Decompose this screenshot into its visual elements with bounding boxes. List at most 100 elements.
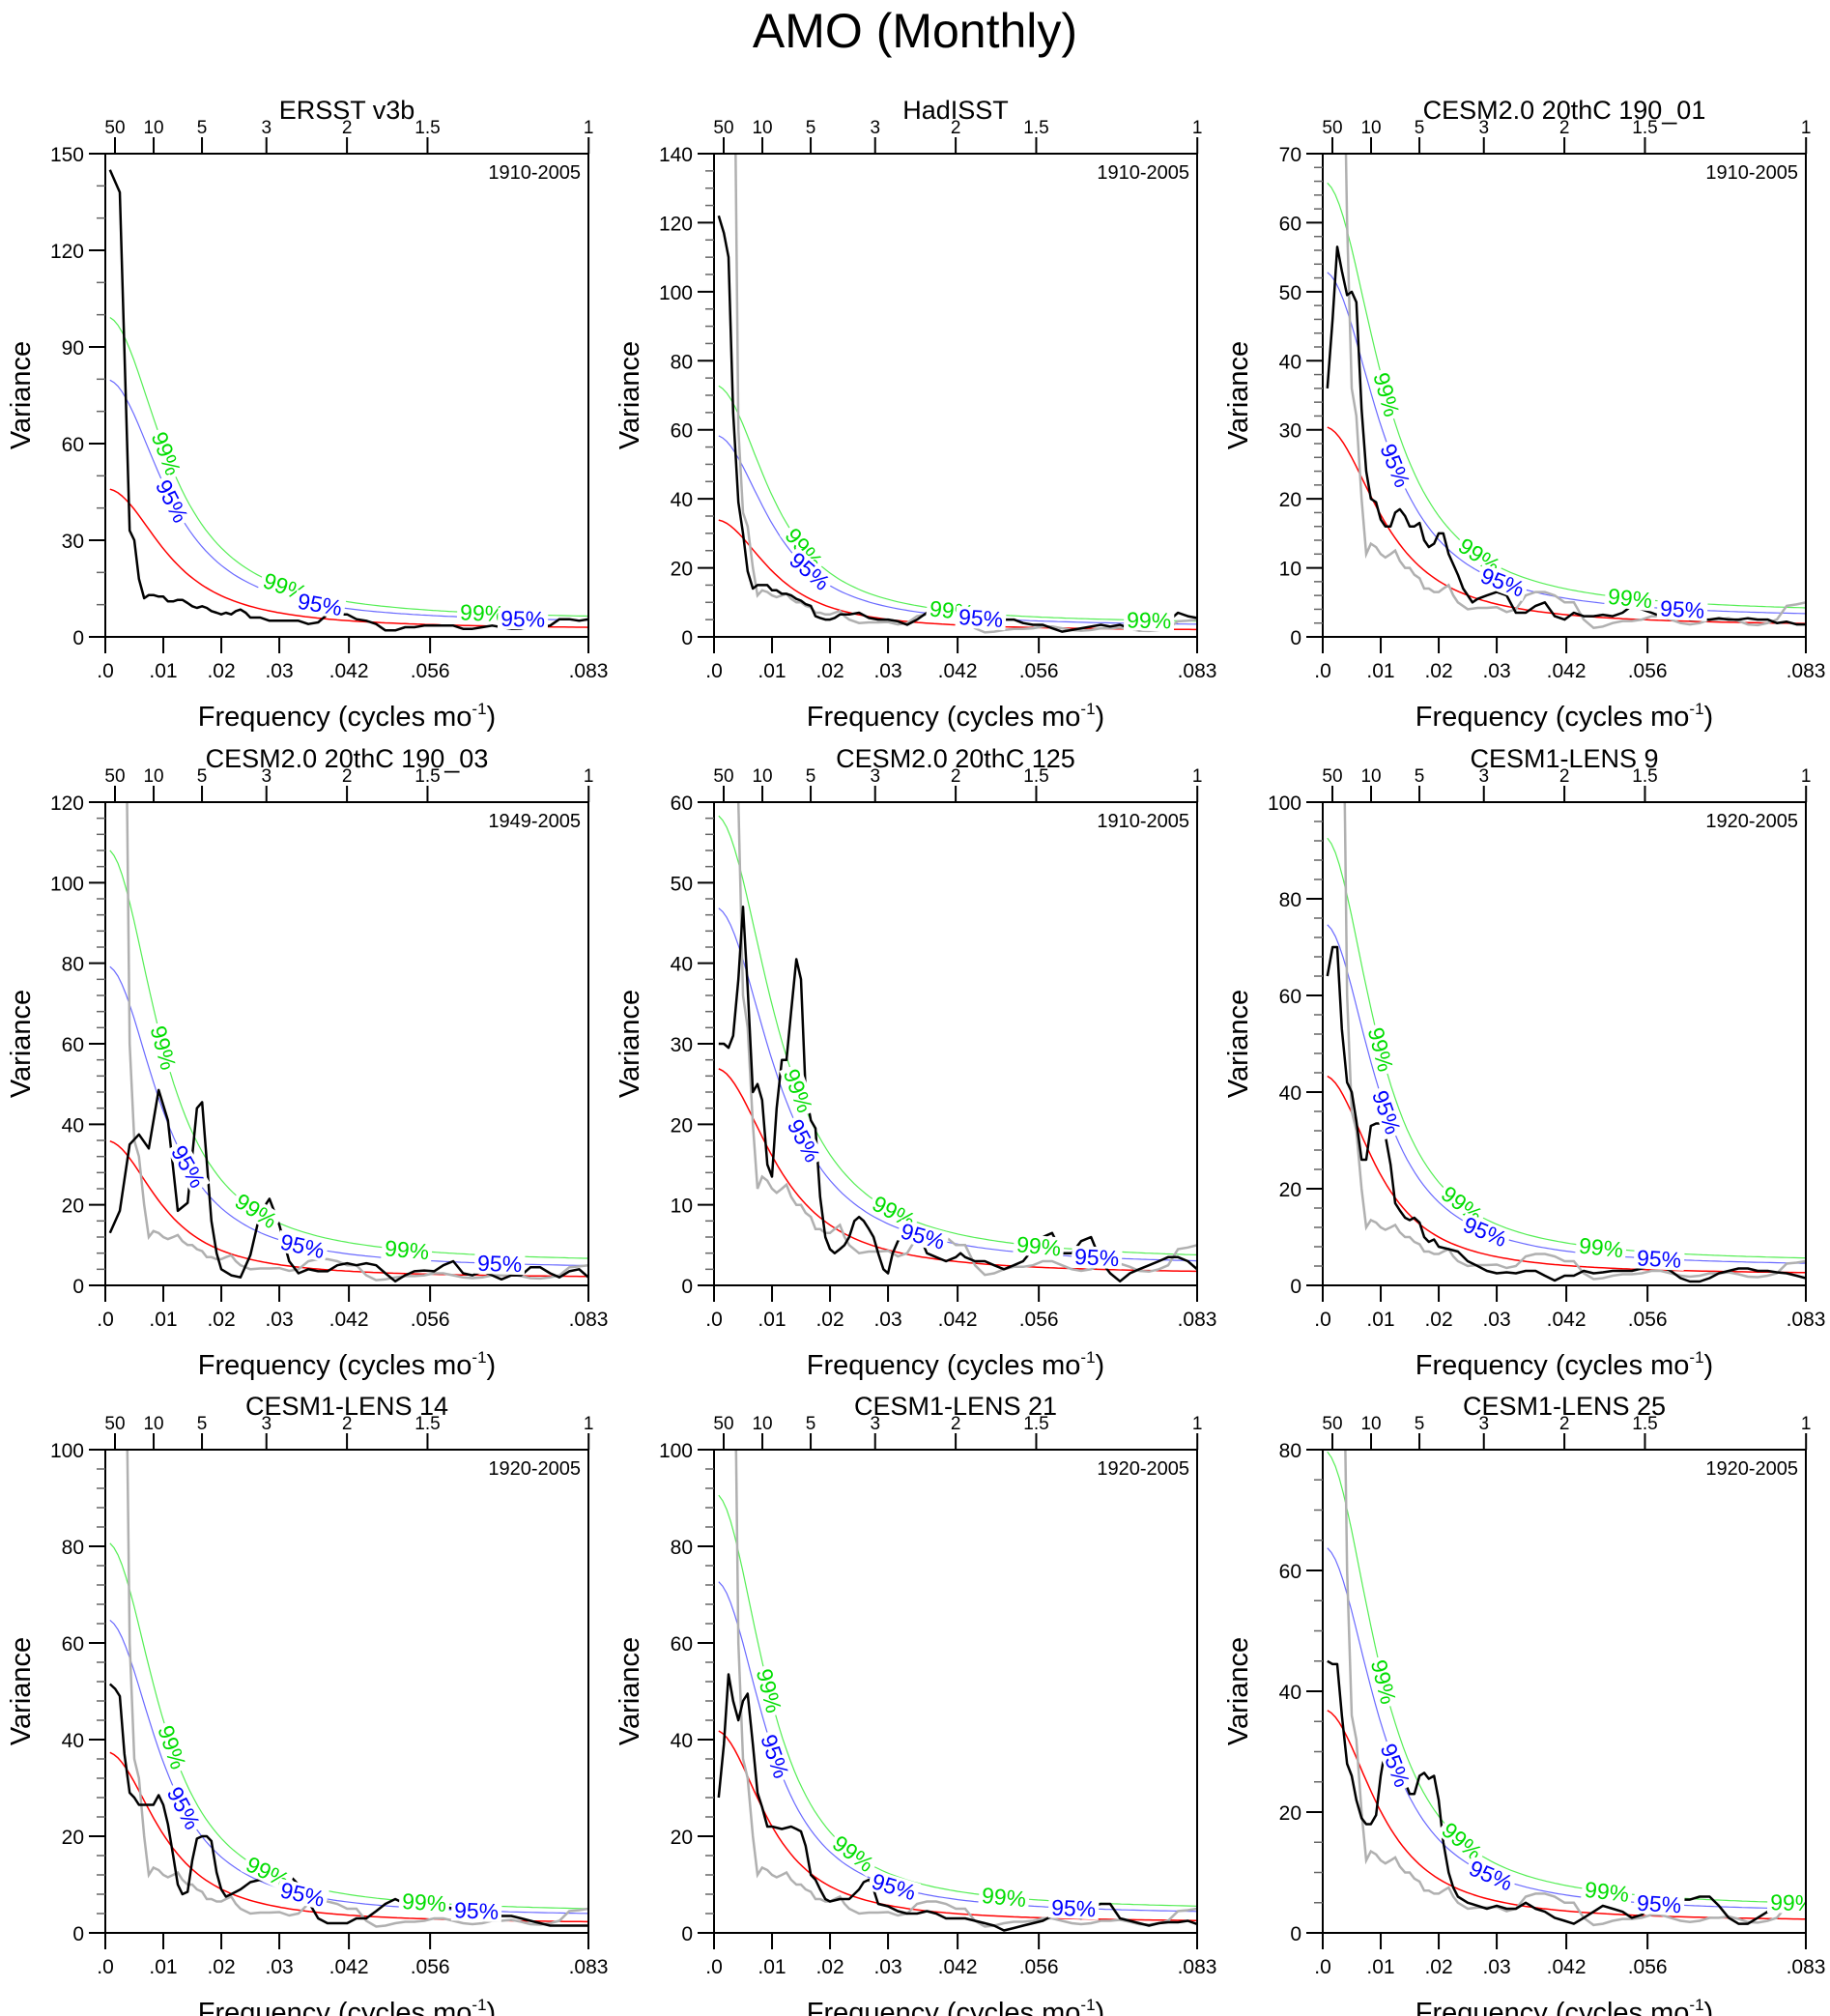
- sig95-label: 95%: [278, 1229, 328, 1264]
- spectrum-panel: CESM2.0 20thC 1251910-200599%99%99%95%95…: [615, 744, 1216, 1381]
- x-bottom-tick-label: .01: [1366, 660, 1394, 682]
- x-bottom-tick-label: .056: [1628, 1309, 1668, 1331]
- x-axis-label: Frequency (cycles mo-1): [198, 1348, 496, 1381]
- figure-title: AMO (Monthly): [752, 4, 1078, 58]
- x-bottom-tick-label: .02: [207, 660, 235, 682]
- x-top-tick-label: 1.5: [415, 118, 440, 138]
- sig95-label-bg: [1047, 1896, 1100, 1920]
- x-axis-label: Frequency (cycles mo-1): [1415, 700, 1713, 733]
- panel-title: CESM1-LENS 9: [1470, 744, 1658, 773]
- x-axis-label-main: Frequency (cycles mo: [807, 1350, 1081, 1381]
- x-top-tick-label: 5: [806, 118, 816, 138]
- y-tick-label: 40: [1279, 1682, 1301, 1704]
- x-bottom-tick-label: .03: [1482, 1309, 1510, 1331]
- x-bottom-tick-label: .02: [1424, 660, 1452, 682]
- x-bottom-tick-label: .02: [815, 660, 844, 682]
- sig95-label-bg: [1376, 438, 1415, 493]
- y-axis-label: Variance: [1223, 990, 1254, 1098]
- sig99-label-bg: [1013, 1232, 1066, 1259]
- y-tick-label: 60: [671, 792, 693, 815]
- x-top-tick-label: 10: [1360, 118, 1381, 138]
- x-bottom-tick-label: .083: [1787, 1309, 1826, 1331]
- x-axis-label: Frequency (cycles mo-1): [807, 700, 1104, 733]
- sig99-label-bg: [1452, 533, 1506, 579]
- x-top-tick-label: 3: [870, 766, 880, 787]
- y-tick-label: 0: [681, 1923, 693, 1945]
- x-bottom-tick-label: .056: [1019, 660, 1059, 682]
- y-tick-label: 60: [62, 434, 84, 456]
- spectrum-line: [718, 906, 1197, 1283]
- x-bottom-tick-label: .03: [1482, 1956, 1510, 1978]
- y-tick-label: 20: [671, 559, 693, 581]
- x-top-tick-label: 50: [104, 766, 125, 787]
- sig99-label-bg: [381, 1236, 434, 1263]
- x-top-tick-label: 50: [1322, 766, 1342, 787]
- x-bottom-tick-label: .02: [815, 1956, 844, 1978]
- y-tick-label: 40: [62, 1730, 84, 1752]
- sig95-label: 95%: [1659, 595, 1704, 622]
- y-axis-label: Variance: [6, 990, 37, 1098]
- x-top-tick-label: 2: [1559, 118, 1570, 138]
- x-bottom-tick-label: .056: [1628, 660, 1668, 682]
- y-tick-label: 80: [62, 954, 84, 976]
- period-label: 1910-2005: [1097, 162, 1189, 184]
- x-top-tick-label: 1.5: [1023, 1414, 1048, 1434]
- sig95-label: 95%: [1636, 1245, 1681, 1272]
- y-tick-label: 0: [1290, 627, 1301, 649]
- x-top-tick-label: 5: [197, 766, 208, 787]
- x-top-tick-label: 1: [1801, 766, 1812, 787]
- y-tick-label: 120: [50, 241, 84, 263]
- x-bottom-tick-label: .02: [1424, 1956, 1452, 1978]
- y-tick-label: 40: [671, 1730, 693, 1752]
- y-tick-label: 100: [659, 1440, 693, 1462]
- x-bottom-tick-label: .0: [1314, 660, 1331, 682]
- x-bottom-tick-label: .042: [1547, 1309, 1587, 1331]
- period-label: 1910-2005: [1705, 162, 1798, 184]
- sig95-label-bg: [1474, 562, 1530, 601]
- y-tick-label: 60: [1279, 213, 1301, 235]
- sig99-label-bg: [1366, 1655, 1401, 1710]
- x-bottom-tick-label: .042: [1547, 660, 1587, 682]
- sig99-label: 99%: [147, 428, 186, 478]
- x-axis-label: Frequency (cycles mo-1): [198, 700, 496, 733]
- x-axis-label-sup: -1: [472, 1996, 486, 2014]
- y-tick-label: 40: [671, 954, 693, 976]
- x-top-tick-label: 3: [261, 1414, 272, 1434]
- x-bottom-tick-label: .01: [149, 1309, 177, 1331]
- y-tick-label: 140: [659, 144, 693, 166]
- x-top-tick-label: 5: [1415, 766, 1425, 787]
- panel-title: HadISST: [902, 96, 1009, 125]
- y-tick-label: 30: [62, 531, 84, 553]
- sig99-label-bg: [147, 426, 186, 481]
- period-label: 1920-2005: [1097, 1458, 1189, 1480]
- panel-title: CESM1-LENS 21: [854, 1392, 1057, 1421]
- x-bottom-tick-label: .0: [705, 660, 723, 682]
- y-tick-label: 30: [671, 1034, 693, 1056]
- sig99-label: 99%: [1607, 584, 1653, 614]
- x-top-tick-label: 50: [713, 118, 733, 138]
- spectrum-line: [108, 169, 588, 632]
- sig95-curve: [109, 965, 588, 1267]
- y-tick-label: 100: [50, 873, 84, 895]
- x-axis-label-main: Frequency (cycles mo: [1415, 702, 1690, 733]
- x-bottom-tick-label: .0: [1314, 1309, 1331, 1331]
- y-tick-label: 10: [1279, 559, 1301, 581]
- panel-title: CESM2.0 20thC 125: [836, 744, 1075, 773]
- x-top-tick-label: 3: [1478, 1414, 1489, 1434]
- sig95-label-bg: [497, 607, 549, 630]
- sig95-label: 95%: [1074, 1244, 1120, 1271]
- x-top-tick-label: 1: [584, 1414, 594, 1434]
- period-label: 1920-2005: [1705, 811, 1798, 832]
- y-tick-label: 80: [671, 351, 693, 373]
- plot-frame: [104, 1449, 589, 1934]
- x-axis-label-main: Frequency (cycles mo: [1415, 1350, 1690, 1381]
- x-top-tick-label: 2: [1559, 1414, 1570, 1434]
- sig95-label-bg: [1463, 1856, 1519, 1895]
- reference-spectrum-line: [1343, 802, 1806, 1281]
- sig99-label-bg: [753, 1663, 786, 1718]
- x-bottom-tick-label: .042: [938, 660, 978, 682]
- x-top-tick-label: 10: [143, 118, 163, 138]
- sig99-label-bg: [1123, 609, 1175, 632]
